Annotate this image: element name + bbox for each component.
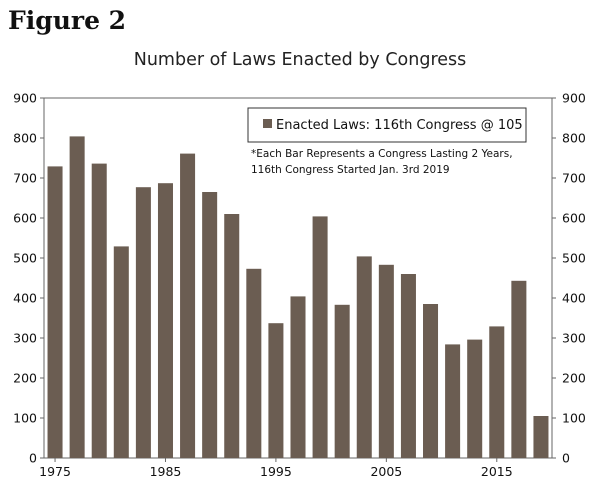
bar-2003 [356, 256, 372, 458]
bar-2015 [489, 326, 505, 458]
x-tick-label: 2015 [481, 464, 513, 479]
y-tick-label-right: 400 [562, 291, 586, 306]
legend-box [247, 107, 527, 143]
bar-1995 [268, 323, 284, 458]
bar-2005 [378, 264, 394, 458]
note-line-2: 116th Congress Started Jan. 3rd 2019 [251, 164, 450, 176]
right-axis: 0 100 200 300 400 500 600 700 800 900 [552, 91, 586, 466]
x-axis: 1975 1985 1995 2005 2015 [39, 458, 513, 479]
x-tick-label: 1975 [39, 464, 71, 479]
y-tick-label-left: 0 [29, 451, 37, 466]
bar-1983 [135, 187, 151, 458]
y-tick-label-left: 700 [13, 171, 37, 186]
y-tick-label-left: 100 [13, 411, 37, 426]
y-tick-label-right: 100 [562, 411, 586, 426]
bar-1999 [312, 216, 328, 458]
figure-label: Figure 2 [8, 6, 127, 35]
bar-1989 [202, 192, 218, 458]
legend-swatch [263, 119, 272, 128]
y-tick-label-left: 800 [13, 131, 37, 146]
x-tick-label: 1985 [150, 464, 182, 479]
bar-2019 [533, 416, 549, 458]
y-tick-label-right: 700 [562, 171, 586, 186]
bars [47, 136, 549, 458]
bar-2001 [334, 304, 350, 458]
bar-1997 [290, 296, 306, 458]
y-tick-label-right: 800 [562, 131, 586, 146]
y-tick-label-left: 900 [13, 91, 37, 106]
chart-title: Number of Laws Enacted by Congress [133, 50, 467, 70]
y-tick-label-left: 500 [13, 251, 37, 266]
bar-2013 [467, 339, 483, 458]
y-tick-label-right: 600 [562, 211, 586, 226]
bar-1985 [157, 183, 173, 458]
x-tick-label: 2005 [370, 464, 402, 479]
y-tick-label-left: 400 [13, 291, 37, 306]
y-tick-label-right: 0 [562, 451, 570, 466]
y-tick-label-left: 600 [13, 211, 37, 226]
bar-1975 [47, 166, 63, 458]
y-tick-label-left: 300 [13, 331, 37, 346]
legend: Enacted Laws: 116th Congress @ 105 [247, 107, 527, 143]
y-tick-label-right: 500 [562, 251, 586, 266]
bar-1979 [91, 163, 107, 458]
bar-1977 [69, 136, 85, 458]
bar-2017 [511, 280, 527, 458]
x-tick-label: 1995 [260, 464, 292, 479]
bar-2007 [400, 274, 416, 458]
bar-2011 [445, 344, 461, 458]
left-axis: 0 100 200 300 400 500 600 700 800 900 [13, 91, 44, 466]
y-tick-label-right: 200 [562, 371, 586, 386]
y-tick-label-right: 300 [562, 331, 586, 346]
note-line-1: *Each Bar Represents a Congress Lasting … [251, 148, 513, 160]
bar-2009 [423, 304, 439, 458]
y-tick-label-left: 200 [13, 371, 37, 386]
bar-1981 [113, 246, 129, 458]
bar-1991 [224, 214, 240, 458]
legend-label: Enacted Laws: 116th Congress @ 105 [276, 118, 523, 133]
bar-1993 [246, 268, 262, 458]
y-tick-label-right: 900 [562, 91, 586, 106]
bar-1987 [180, 153, 196, 458]
